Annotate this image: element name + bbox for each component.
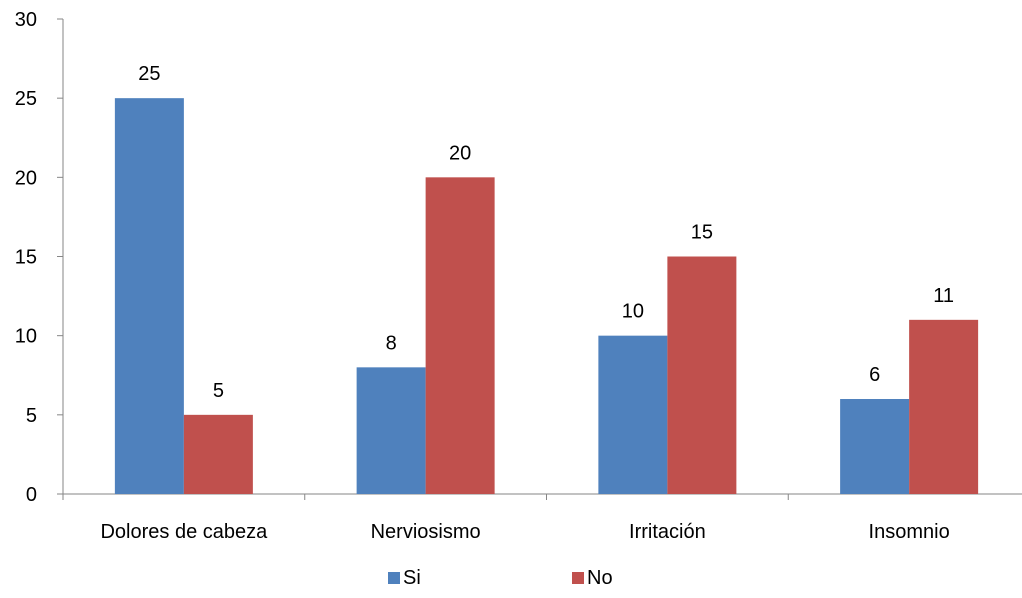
data-label: 6 [869,364,880,386]
y-tick-label: 10 [15,326,37,348]
data-label: 5 [213,380,224,402]
legend-label: No [587,567,613,589]
legend-swatch [388,572,400,584]
labels-layer: Dolores de cabeza Nerviosismo Irritación In… [100,63,954,543]
bar-no [425,177,495,495]
legend: Si No [388,567,613,589]
y-tick-label: 15 [15,247,37,269]
y-tick-label: 0 [26,484,37,506]
data-label: 15 [691,222,713,244]
category-label: Insomnio [869,521,950,543]
category-label: Nerviosismo [371,521,481,543]
y-tick-label: 30 [15,9,37,31]
category-label: Dolores de cabeza [100,521,268,543]
bar-si [598,335,668,494]
y-tick-label: 20 [15,167,37,189]
category-label: Irritación [629,521,706,543]
y-tick-label: 25 [15,88,37,110]
bar-si [114,98,184,495]
bar-no [909,319,979,494]
bar-no [183,414,253,494]
y-tick-label: 5 [26,405,37,427]
legend-swatch [572,572,584,584]
data-label: 8 [386,332,397,354]
bar-no [667,256,737,494]
bar-si [840,399,910,494]
data-label: 25 [138,63,160,85]
bar-si [356,367,426,494]
bars-layer [114,98,979,495]
data-label: 20 [449,142,471,164]
legend-label: Si [403,567,421,589]
data-label: 11 [933,285,954,307]
data-label: 10 [622,301,644,323]
